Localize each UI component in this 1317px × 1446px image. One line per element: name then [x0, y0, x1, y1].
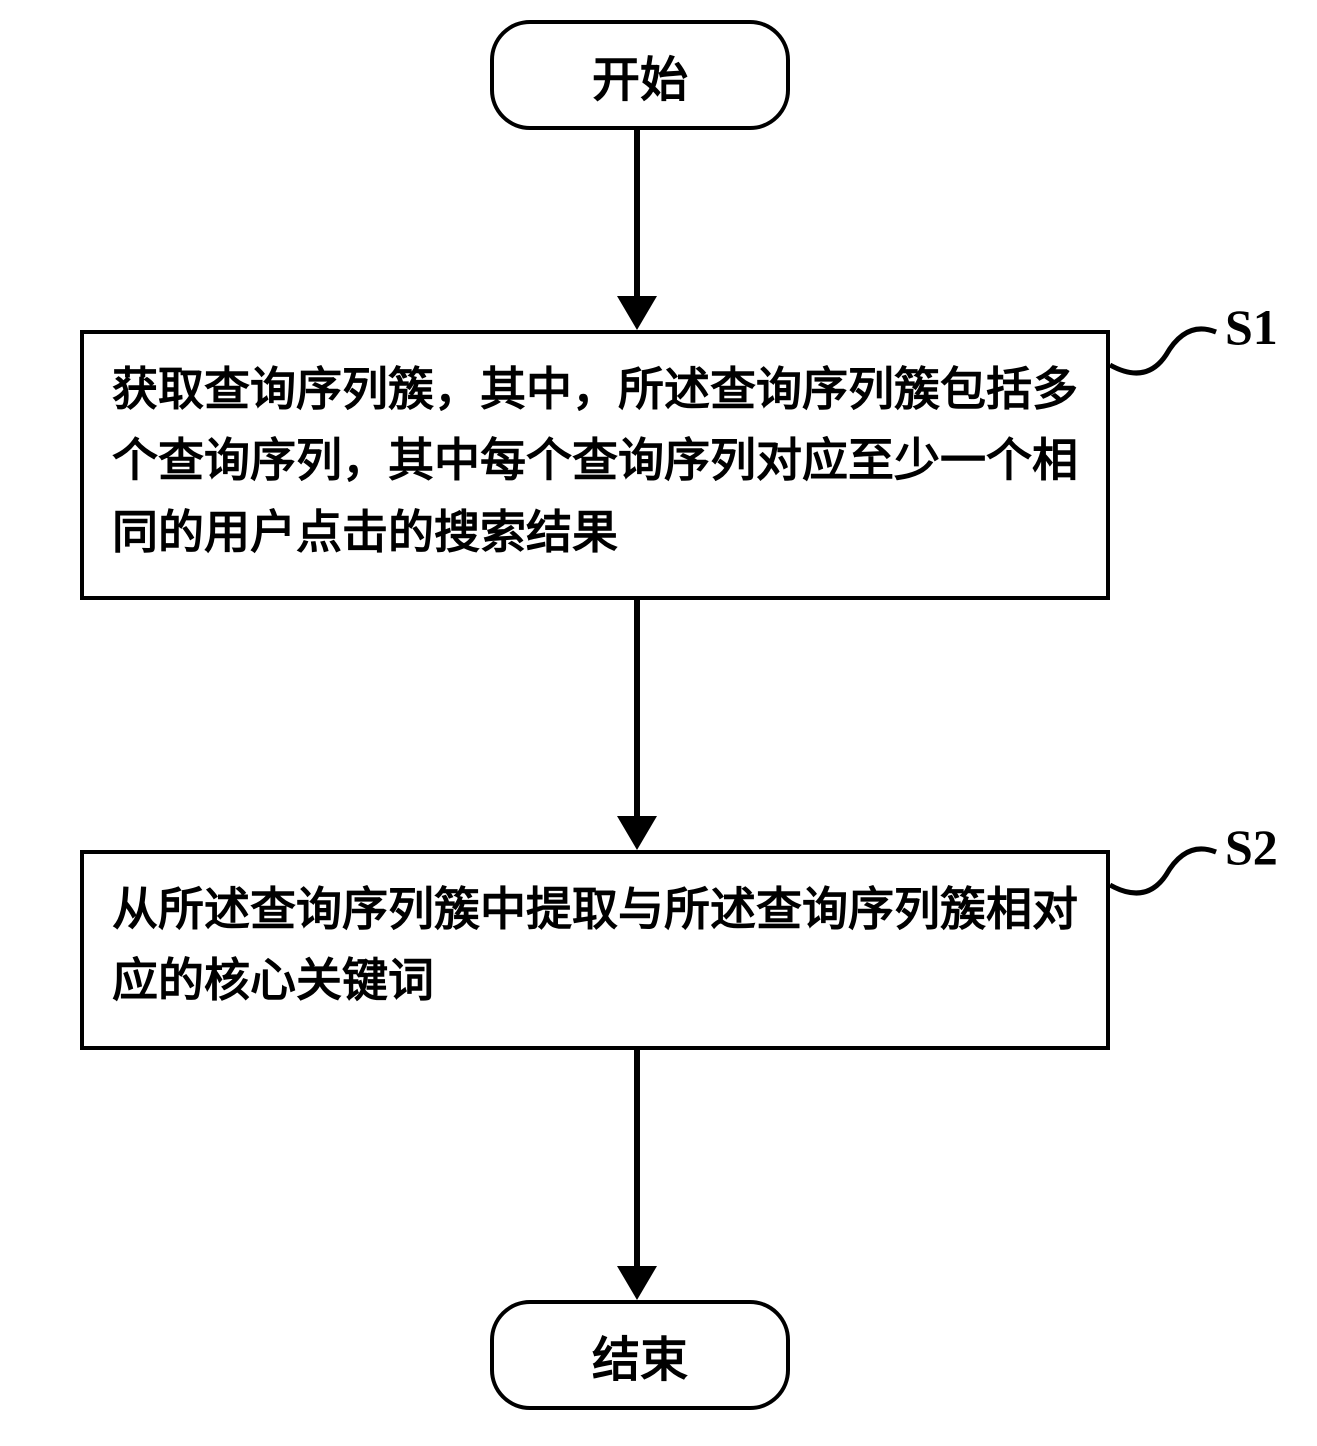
start-label: 开始: [592, 40, 688, 110]
label-s2: S2: [1225, 818, 1278, 876]
process-s1: 获取查询序列簇，其中，所述查询序列簇包括多个查询序列，其中每个查询序列对应至少一…: [80, 330, 1110, 600]
edge-s2-end: [634, 1050, 640, 1268]
connector-s1: [1106, 310, 1226, 400]
edge-s2-end-head: [617, 1266, 657, 1300]
process-s1-text: 获取查询序列簇，其中，所述查询序列簇包括多个查询序列，其中每个查询序列对应至少一…: [112, 364, 1078, 558]
edge-start-s1-head: [617, 296, 657, 330]
end-node: 结束: [490, 1300, 790, 1410]
start-node: 开始: [490, 20, 790, 130]
edge-start-s1: [634, 130, 640, 298]
process-s2-text: 从所述查询序列簇中提取与所述查询序列簇相对应的核心关键词: [112, 884, 1078, 1006]
end-label: 结束: [592, 1320, 688, 1390]
connector-s2: [1106, 830, 1226, 920]
edge-s1-s2-head: [617, 816, 657, 850]
label-s1: S1: [1225, 298, 1278, 356]
process-s2: 从所述查询序列簇中提取与所述查询序列簇相对应的核心关键词: [80, 850, 1110, 1050]
edge-s1-s2: [634, 600, 640, 818]
